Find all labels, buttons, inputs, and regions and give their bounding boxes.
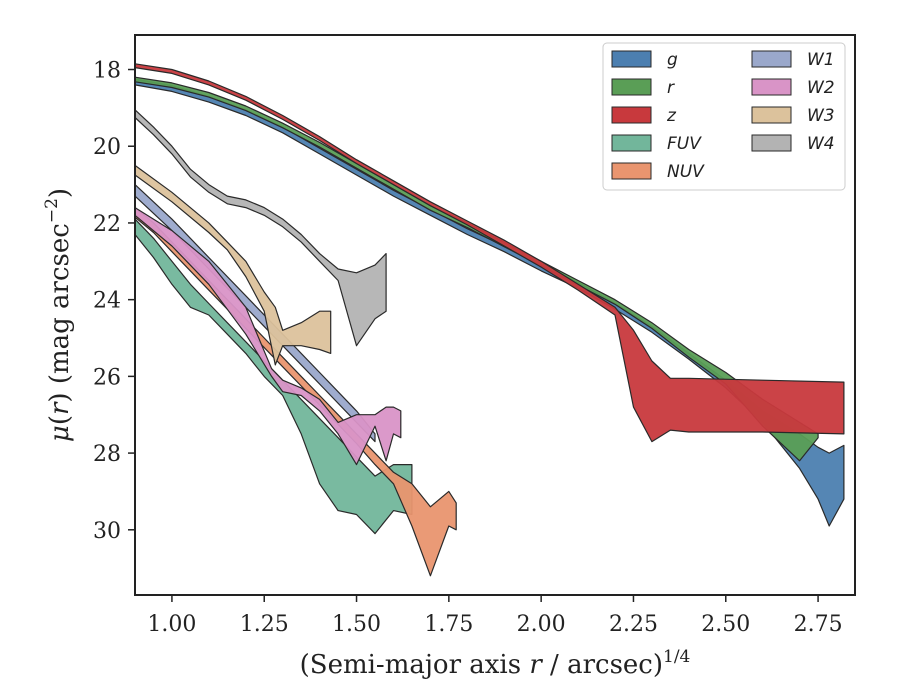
legend-swatch-z [611, 106, 652, 124]
legend-label-w4: W4 [807, 134, 835, 154]
series-bands [134, 63, 845, 577]
legend-label-z: z [666, 106, 677, 126]
y-tick-label: 28 [93, 442, 121, 467]
x-tick-label: 1.50 [332, 612, 381, 637]
band-w1 [134, 184, 376, 443]
legend-swatch-g [611, 50, 652, 68]
y-axis-label: μ(r) (mag arcsec−2) [42, 188, 75, 442]
legend-label-fuv: FUV [667, 134, 702, 154]
legend-label-w3: W3 [807, 106, 835, 126]
x-tick-label: 2.50 [701, 612, 750, 637]
legend: grz FUV NUV W1 W2 W3 W4 [602, 42, 846, 191]
y-tick-label: 26 [93, 365, 121, 390]
band-w3 [134, 164, 332, 366]
x-tick-label: 2.75 [794, 612, 843, 637]
x-axis-ticks: 1.00 1.25 1.50 1.75 2.00 2.25 2.50 2.75 [147, 595, 843, 637]
plot-frame [134, 34, 856, 596]
y-tick-label: 30 [93, 519, 121, 544]
x-axis-label: (Semi-major axis r / arcsec)1/4 [300, 647, 691, 680]
x-tick-label: 2.25 [609, 612, 658, 637]
legend-swatch-r [611, 78, 652, 96]
y-tick-label: 18 [93, 59, 121, 84]
legend-label-g: g [667, 50, 678, 70]
legend-swatch-nuv [611, 162, 652, 180]
y-tick-label: 20 [93, 135, 121, 160]
legend-label-r: r [667, 78, 675, 98]
legend-swatch-w3 [751, 106, 792, 124]
legend-label-w2: W2 [807, 78, 835, 98]
legend-swatch-w4 [751, 134, 792, 152]
band-w2 [134, 207, 402, 466]
y-axis-ticks: 18 20 22 24 26 28 30 [93, 59, 135, 544]
x-tick-label: 1.00 [147, 612, 196, 637]
legend-label-nuv: NUV [667, 162, 705, 182]
legend-label-w1: W1 [807, 50, 835, 70]
x-tick-label: 1.75 [424, 612, 473, 637]
x-tick-label: 1.25 [240, 612, 289, 637]
band-w4 [134, 109, 387, 347]
y-tick-label: 24 [93, 289, 121, 314]
legend-swatch-fuv [611, 134, 652, 152]
band-z [134, 63, 845, 443]
legend-swatch-w2 [751, 78, 792, 96]
x-tick-label: 2.00 [517, 612, 566, 637]
legend-swatch-w1 [751, 50, 792, 68]
y-tick-label: 22 [93, 212, 121, 237]
